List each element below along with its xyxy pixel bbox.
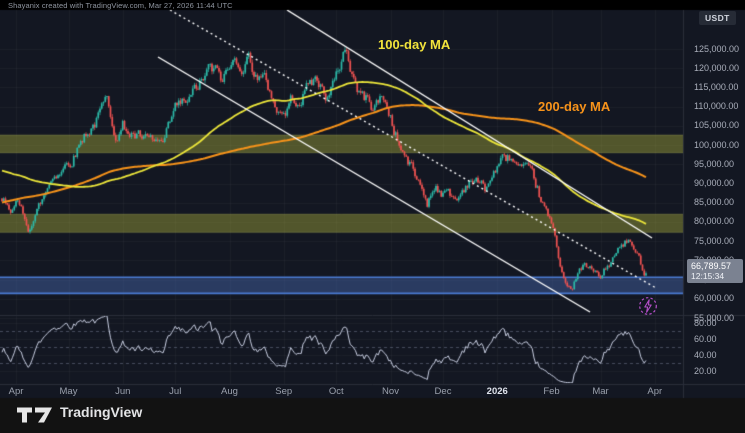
time-tick-label: May (59, 386, 78, 397)
rsi-tick-label: 40.00 (694, 349, 717, 360)
last-price-label[interactable]: 66,789.57 12:15:34 (687, 259, 743, 283)
price-tick-label: 60,000.00 (694, 293, 735, 304)
price-tick-label: 85,000.00 (694, 197, 735, 208)
price-tick-label: 120,000.00 (694, 62, 740, 73)
price-tick-label: 110,000.00 (694, 101, 739, 112)
time-tick-label: Jul (169, 386, 182, 397)
price-tick-label: 115,000.00 (694, 81, 739, 92)
chart-credit-text: Shayanix created with TradingView.com, M… (8, 1, 233, 10)
ma200-annotation-label[interactable]: 200-day MA (538, 99, 611, 114)
price-tick-label: 125,000.00 (694, 43, 740, 54)
price-tick-label: 55,000.00 (694, 312, 735, 323)
price-tick-label: 95,000.00 (694, 158, 735, 169)
price-tick-label: 75,000.00 (694, 235, 735, 246)
tradingview-brand-text[interactable]: TradingView (60, 404, 143, 420)
last-price-value: 66,789.57 (691, 261, 732, 271)
time-tick-label: Apr (647, 386, 663, 397)
price-tick-label: 100,000.00 (694, 139, 740, 150)
time-tick-label: Apr (8, 386, 24, 397)
bar-countdown: 12:15:34 (691, 271, 725, 281)
price-tick-label: 80,000.00 (694, 216, 735, 227)
lightning-icon[interactable] (637, 295, 659, 317)
time-tick-label: Oct (328, 386, 344, 397)
price-tick-label: 105,000.00 (694, 120, 740, 131)
time-tick-label: 2026 (486, 386, 508, 397)
time-tick-label: Nov (382, 386, 399, 397)
time-tick-label: Aug (221, 386, 238, 397)
price-tick-label: 90,000.00 (694, 178, 735, 188)
time-tick-label: Dec (434, 386, 452, 397)
rsi-tick-label: 20.00 (694, 365, 717, 376)
time-tick-label: Feb (543, 386, 560, 397)
time-tick-label: Jun (115, 386, 131, 397)
rsi-tick-label: 60.00 (694, 333, 717, 344)
symbol-badge[interactable]: USDT (699, 11, 736, 25)
rsi-tick-label: 80.00 (694, 317, 717, 328)
ma100-annotation-label[interactable]: 100-day MA (378, 37, 451, 52)
time-tick-label: Sep (275, 386, 293, 397)
time-tick-label: Mar (592, 386, 609, 397)
tradingview-logo-icon[interactable] (17, 407, 53, 423)
